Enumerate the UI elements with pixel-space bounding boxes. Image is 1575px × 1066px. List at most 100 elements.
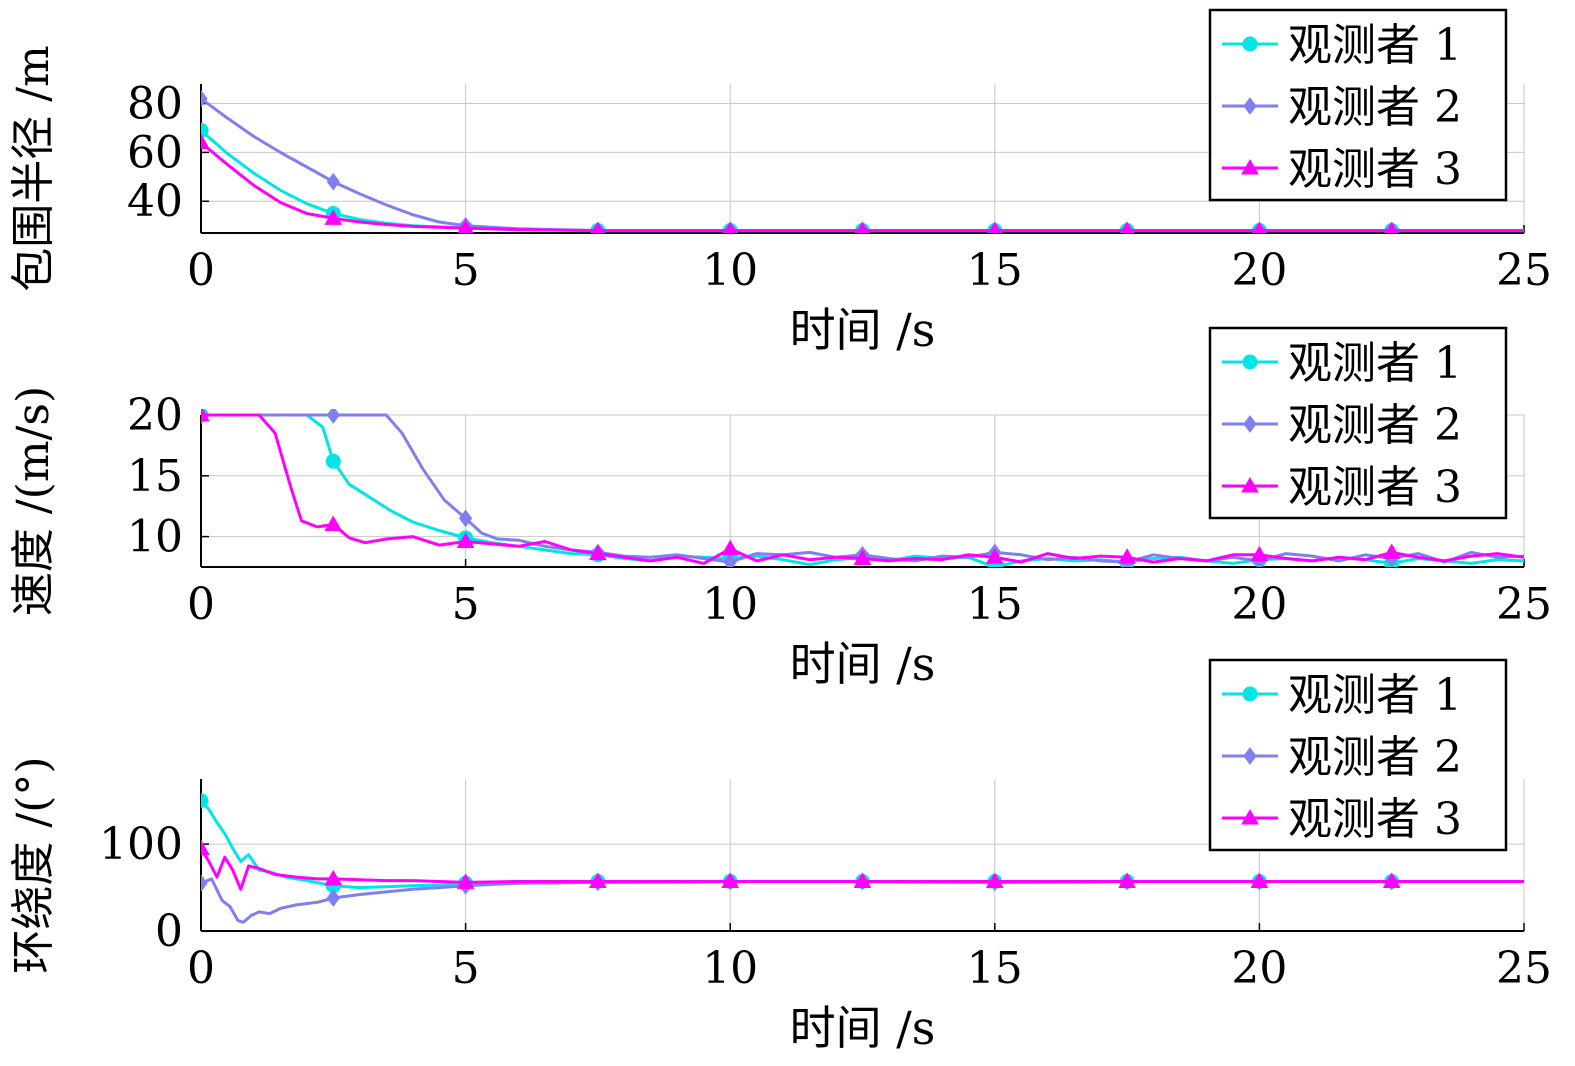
y-tick-label: 10 <box>127 512 183 563</box>
series-3-marker <box>324 209 343 225</box>
x-axis-title: 时间 /s <box>790 637 936 691</box>
legend-swatch-marker <box>1241 808 1259 825</box>
series-1-marker <box>201 122 209 138</box>
y-axis-title: 环绕度 /(°) <box>8 756 59 973</box>
legend-label: 观测者 1 <box>1288 670 1462 721</box>
series-2-marker <box>326 409 340 424</box>
y-tick-label: 0 <box>155 906 183 957</box>
x-tick-label: 15 <box>967 579 1023 630</box>
legend: 观测者 1 观测者 2 观测者 3 <box>1208 658 1508 852</box>
subplot-2: 0 5 10 15 20 25 10 15 20 时间 /s 速度 /(m/s) 观测者 1 观测者 2… <box>8 326 1552 691</box>
x-tick-label: 10 <box>702 245 758 296</box>
legend-swatch-marker <box>1243 97 1257 115</box>
series-2-marker <box>458 509 473 528</box>
legend-swatch-marker <box>1242 354 1258 370</box>
legend-label: 观测者 3 <box>1288 462 1462 513</box>
series-3-marker <box>324 869 343 886</box>
x-tick-label: 25 <box>1496 245 1552 296</box>
legend-swatch-marker <box>1241 476 1259 493</box>
series-3-marker <box>721 872 740 888</box>
series-3-marker <box>1120 221 1134 233</box>
y-tick-label: 40 <box>127 176 183 227</box>
series-layer <box>201 89 1524 233</box>
x-tick-label: 10 <box>702 943 758 994</box>
series-3-marker <box>988 221 1002 233</box>
legend-label: 观测者 3 <box>1288 794 1462 845</box>
series-3-marker <box>985 872 1004 888</box>
x-tick-label: 25 <box>1496 943 1552 994</box>
x-tick-label: 25 <box>1496 579 1552 630</box>
legend: 观测者 1 观测者 2 观测者 3 <box>1208 326 1508 520</box>
x-tick-label: 15 <box>967 943 1023 994</box>
series-line-3 <box>201 413 1524 565</box>
legend-label: 观测者 3 <box>1288 144 1462 195</box>
series-3-marker <box>201 839 210 855</box>
legend-label: 观测者 2 <box>1288 400 1462 451</box>
y-axis-title: 包围半径 /m <box>8 45 59 292</box>
x-axis-title: 时间 /s <box>790 1001 936 1055</box>
series-3-marker <box>456 532 475 548</box>
x-tick-label: 5 <box>452 943 480 994</box>
series-3-marker <box>1382 872 1401 888</box>
y-tick-label: 100 <box>99 819 183 870</box>
series-3-marker <box>1382 543 1401 559</box>
series-3-marker <box>201 409 210 422</box>
series-3-marker <box>1118 548 1136 564</box>
series-3-marker <box>589 544 607 561</box>
series-3-marker <box>1250 545 1269 562</box>
series-layer <box>201 409 1524 567</box>
legend-label: 观测者 1 <box>1288 20 1462 71</box>
series-3-marker <box>853 872 872 888</box>
y-tick-label: 20 <box>127 390 183 441</box>
series-3-marker <box>855 221 870 233</box>
series-3-marker <box>589 872 607 888</box>
x-tick-label: 20 <box>1231 245 1287 296</box>
x-tick-label: 0 <box>187 943 215 994</box>
series-3-marker <box>1250 872 1269 888</box>
series-3-marker <box>456 873 475 889</box>
series-3-marker <box>201 133 210 150</box>
legend-label: 观测者 1 <box>1288 338 1462 389</box>
series-1-marker <box>201 793 209 809</box>
series-3-marker <box>1252 221 1266 233</box>
series-line-3 <box>201 847 1524 891</box>
series-3-marker <box>721 539 740 556</box>
series-2-marker <box>201 89 208 108</box>
x-tick-label: 0 <box>187 579 215 630</box>
y-tick-label: 80 <box>127 79 183 130</box>
legend-label: 观测者 2 <box>1288 732 1462 783</box>
series-layer <box>201 793 1524 924</box>
x-axis-title: 时间 /s <box>790 303 936 357</box>
legend-swatch-marker <box>1243 415 1257 433</box>
legend: 观测者 1 观测者 2 观测者 3 <box>1208 8 1508 202</box>
series-1-marker <box>325 453 341 469</box>
legend-swatch-marker <box>1243 747 1257 765</box>
x-tick-label: 5 <box>452 245 480 296</box>
series-3-marker <box>324 515 343 531</box>
legend-swatch-marker <box>1242 36 1258 52</box>
x-tick-label: 10 <box>702 579 758 630</box>
series-2-marker <box>201 874 208 893</box>
y-tick-label: 15 <box>127 451 183 502</box>
series-2-marker <box>326 889 340 907</box>
series-2-marker <box>326 172 340 191</box>
y-tick-label: 60 <box>127 127 183 178</box>
legend-swatch-marker <box>1242 686 1258 702</box>
x-tick-label: 5 <box>452 579 480 630</box>
y-axis-title: 速度 /(m/s) <box>8 386 59 616</box>
x-tick-label: 20 <box>1231 579 1287 630</box>
series-3-marker <box>1118 872 1136 888</box>
x-tick-label: 15 <box>967 245 1023 296</box>
series-3-marker <box>591 221 605 233</box>
series-3-marker <box>985 548 1004 564</box>
series-3-marker <box>853 549 872 565</box>
x-tick-label: 0 <box>187 245 215 296</box>
legend-label: 观测者 2 <box>1288 82 1462 133</box>
series-3-marker <box>723 221 737 233</box>
series-2-marker <box>723 553 737 567</box>
series-3-marker <box>457 219 474 233</box>
series-3-marker <box>1385 221 1399 233</box>
